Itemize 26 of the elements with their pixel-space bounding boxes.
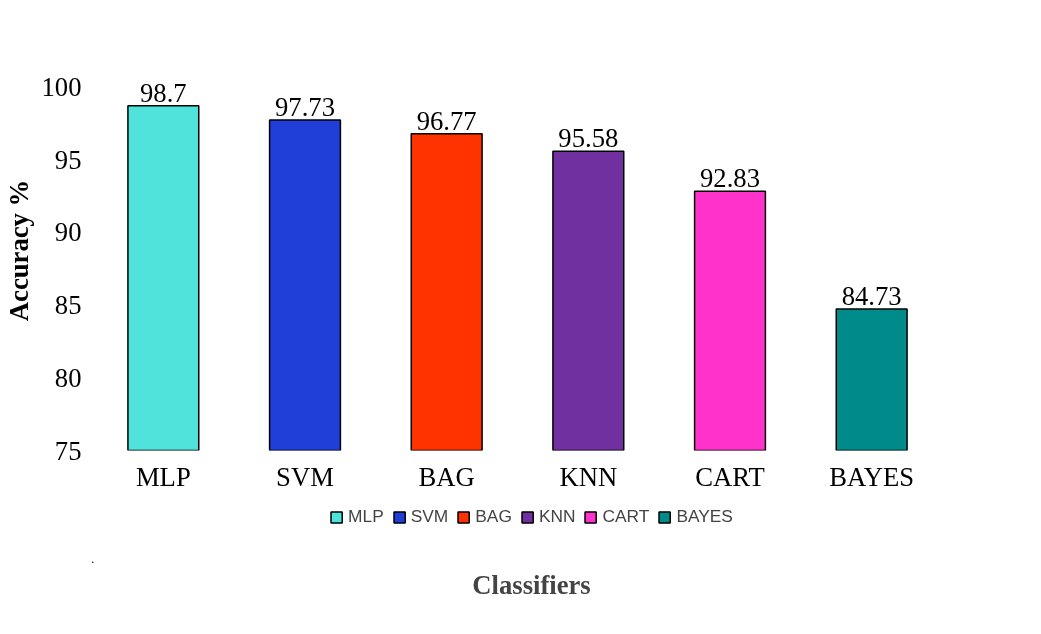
y-tick-label: 100 (41, 71, 82, 102)
y-tick-label: 85 (54, 290, 82, 321)
y-tick-label: 95 (54, 144, 82, 175)
data-label: 95.58 (558, 123, 619, 154)
y-tick-label: 75 (54, 435, 82, 466)
legend-label: MLP (348, 506, 384, 527)
y-axis-title: Accuracy % (3, 179, 34, 322)
x-tick-label: KNN (559, 461, 618, 492)
x-tick-label: MLP (135, 461, 191, 492)
x-tick-label: CART (695, 461, 765, 492)
legend-label: KNN (538, 506, 576, 527)
data-label: 84.73 (841, 280, 902, 311)
legend-label: BAG (475, 506, 512, 527)
x-tick-label: SVM (276, 461, 334, 492)
legend-label: SVM (410, 506, 449, 527)
x-tick-label: BAYES (829, 461, 915, 492)
x-axis-title: Classifiers (472, 569, 591, 600)
data-label: 97.73 (275, 91, 335, 122)
legend-label: BAYES (676, 506, 733, 527)
y-tick-label: 80 (54, 362, 82, 393)
legend-label: CART (602, 506, 650, 527)
data-label: 92.83 (700, 163, 760, 194)
y-tick-label: 90 (54, 217, 82, 248)
data-label: 98.7 (140, 77, 187, 108)
x-tick-label: BAG (418, 461, 475, 492)
data-label: 96.77 (416, 105, 477, 136)
